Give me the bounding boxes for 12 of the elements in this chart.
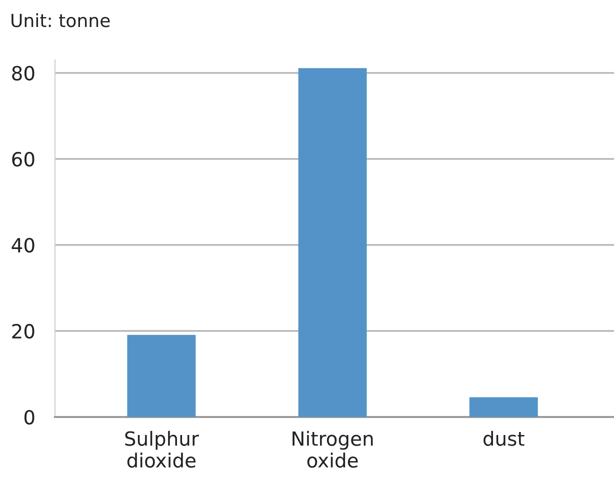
y-tick-label: 0 [24, 410, 34, 425]
y-tick-label: 60 [12, 152, 34, 167]
bar [298, 68, 367, 417]
y-axis-title: Unit: tonne [12, 13, 110, 28]
y-tick-label: 80 [12, 66, 34, 81]
x-tick-label: Nitrogen oxide [292, 430, 373, 468]
x-tick-label: dust [484, 430, 524, 446]
bar [469, 397, 538, 417]
y-tick-label: 20 [12, 324, 34, 339]
y-tick-label: 40 [12, 238, 34, 253]
x-tick-label: Sulphur dioxide [125, 430, 199, 468]
bar [127, 334, 196, 417]
